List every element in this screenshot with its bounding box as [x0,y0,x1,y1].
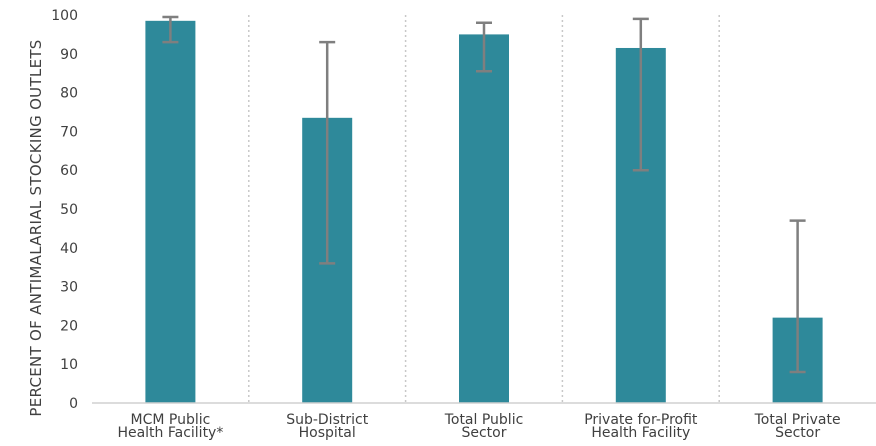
y-ticks: 0 10 20 30 40 50 60 70 80 90 100 [51,8,78,412]
y-tick-label: 10 [60,357,78,373]
x-category-label: Private for-Profit [584,412,698,428]
y-tick-label: 30 [60,280,78,296]
y-tick-label: 70 [60,124,78,140]
error-bars [162,15,806,374]
x-category-label: Sector [775,425,820,441]
bars [145,20,823,404]
x-category-label: Total Public [444,412,524,428]
x-category-label: Sector [461,425,506,441]
x-category-label: Health Facility [591,425,690,441]
x-category-label: Total Private [754,412,841,428]
y-tick-label: 80 [60,86,78,102]
x-category-label: MCM Public [130,412,210,428]
y-tick-label: 100 [51,8,78,24]
y-axis-label: PERCENT OF ANTIMALARIAL STOCKING OUTLETS [27,39,45,416]
y-tick-label: 50 [60,202,78,218]
y-tick-label: 0 [69,396,78,412]
bar [459,34,509,404]
y-tick-label: 20 [60,318,78,334]
x-category-label: Health Facility* [117,425,223,441]
x-category-label: Hospital [299,425,356,441]
y-tick-label: 40 [60,241,78,257]
bar [145,20,196,403]
x-category-label: Sub-District [286,412,368,428]
y-tick-label: 60 [60,163,78,179]
y-tick-label: 90 [60,47,78,63]
